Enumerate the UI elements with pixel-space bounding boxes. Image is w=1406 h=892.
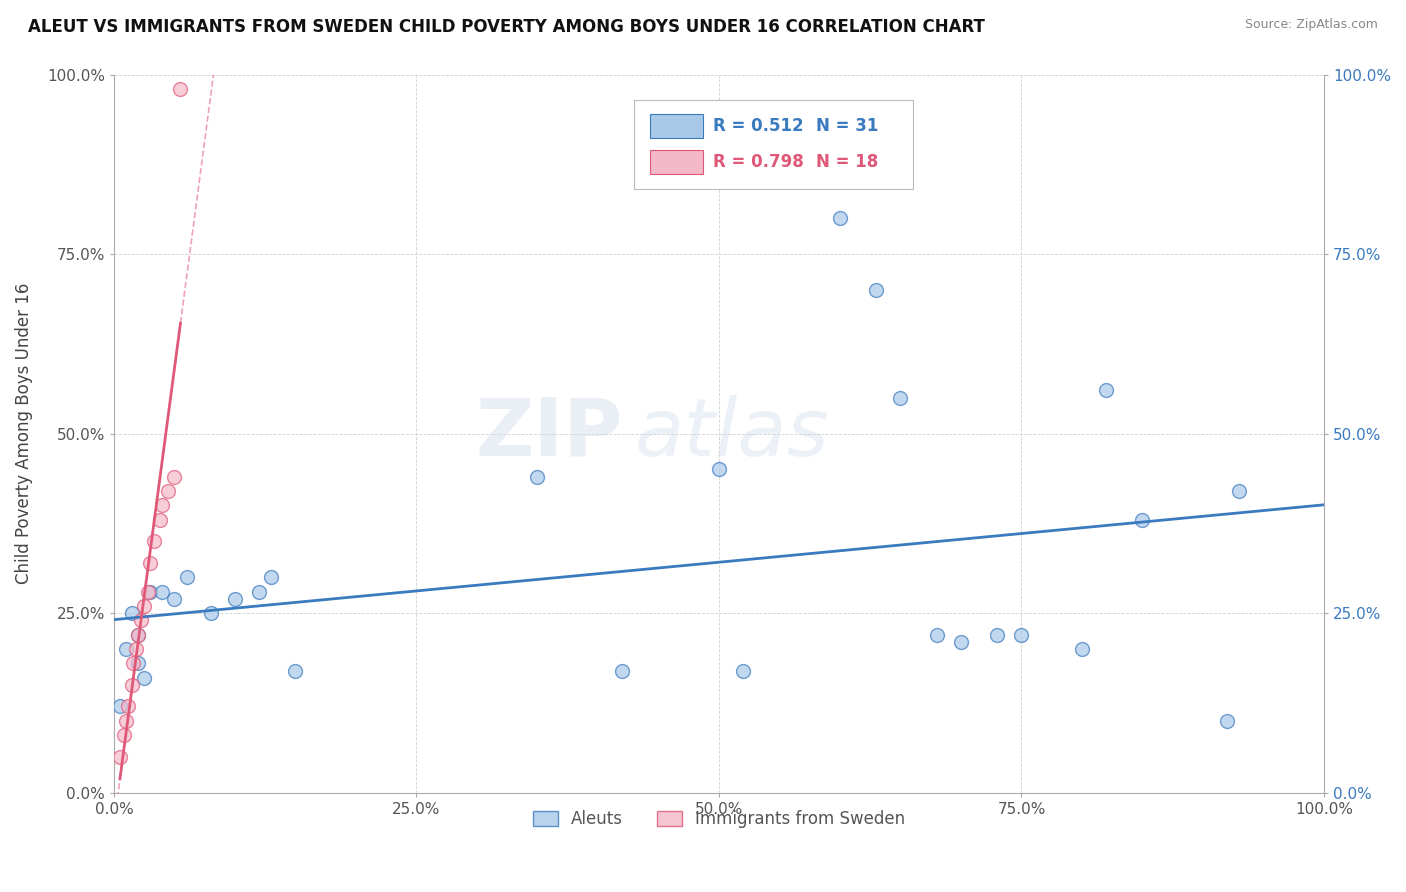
Point	[865, 283, 887, 297]
Point	[127, 628, 149, 642]
Point	[1071, 642, 1094, 657]
Point	[526, 469, 548, 483]
Point	[134, 671, 156, 685]
Point	[121, 606, 143, 620]
Point	[200, 606, 222, 620]
Point	[117, 699, 139, 714]
Point	[157, 483, 180, 498]
Point	[1132, 513, 1154, 527]
Point	[139, 584, 162, 599]
Point	[1010, 628, 1032, 642]
Point	[136, 584, 159, 599]
Point	[176, 570, 198, 584]
Point	[122, 657, 145, 671]
Point	[949, 635, 972, 649]
Point	[925, 628, 948, 642]
Text: ALEUT VS IMMIGRANTS FROM SWEDEN CHILD POVERTY AMONG BOYS UNDER 16 CORRELATION CH: ALEUT VS IMMIGRANTS FROM SWEDEN CHILD PO…	[28, 18, 986, 36]
Point	[163, 591, 186, 606]
Point	[108, 699, 131, 714]
Point	[108, 749, 131, 764]
Point	[150, 584, 173, 599]
Point	[828, 211, 851, 226]
Text: N = 31: N = 31	[815, 117, 879, 136]
Text: atlas: atlas	[634, 394, 830, 473]
Text: Source: ZipAtlas.com: Source: ZipAtlas.com	[1244, 18, 1378, 31]
Point	[134, 599, 156, 613]
Point	[127, 657, 149, 671]
Point	[1095, 384, 1118, 398]
Point	[139, 556, 162, 570]
Point	[733, 664, 755, 678]
Text: ZIP: ZIP	[475, 394, 621, 473]
Point	[150, 499, 173, 513]
Point	[127, 628, 149, 642]
Point	[610, 664, 633, 678]
Point	[115, 642, 138, 657]
Legend: Aleuts, Immigrants from Sweden: Aleuts, Immigrants from Sweden	[526, 804, 911, 835]
Y-axis label: Child Poverty Among Boys Under 16: Child Poverty Among Boys Under 16	[15, 283, 32, 584]
Point	[260, 570, 283, 584]
Text: R = 0.798: R = 0.798	[713, 153, 804, 171]
Point	[986, 628, 1008, 642]
FancyBboxPatch shape	[650, 150, 703, 174]
Point	[169, 82, 191, 96]
FancyBboxPatch shape	[634, 100, 912, 189]
Point	[125, 642, 148, 657]
Point	[1227, 483, 1250, 498]
FancyBboxPatch shape	[650, 114, 703, 138]
Point	[149, 513, 172, 527]
Point	[247, 584, 270, 599]
Point	[129, 613, 152, 627]
Point	[889, 391, 911, 405]
Point	[284, 664, 307, 678]
Point	[112, 728, 135, 742]
Point	[121, 678, 143, 692]
Point	[224, 591, 246, 606]
Text: R = 0.512: R = 0.512	[713, 117, 803, 136]
Point	[163, 469, 186, 483]
Point	[115, 714, 138, 728]
Point	[1216, 714, 1239, 728]
Text: N = 18: N = 18	[815, 153, 877, 171]
Point	[707, 462, 730, 476]
Point	[142, 534, 165, 549]
